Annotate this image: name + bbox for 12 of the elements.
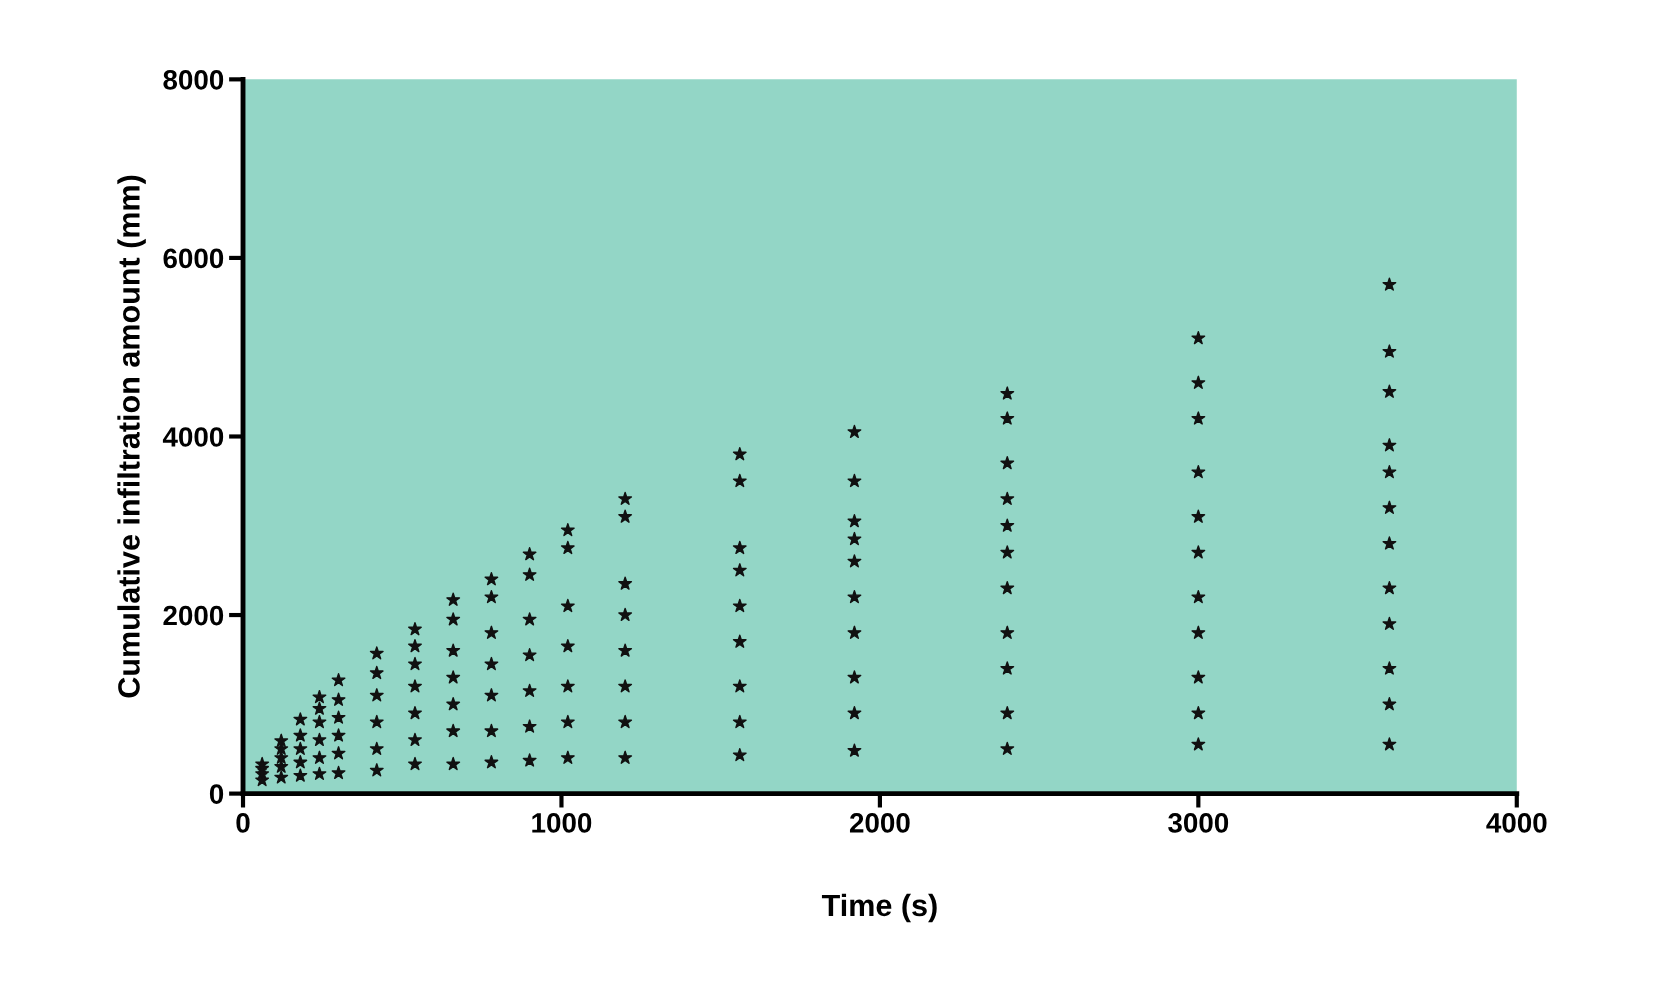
x-tick-label: 2000: [849, 813, 910, 833]
y-tick-label: 2000: [163, 605, 224, 626]
x-tick-label: 1000: [532, 813, 592, 833]
y-tick-label: 4000: [162, 427, 224, 447]
x-tick-label: 0: [236, 813, 250, 833]
y-axis-title: Cumulative infiltration amount (mm): [117, 175, 146, 698]
y-tick-label: 8000: [163, 70, 224, 90]
x-tick-label: 3000: [1168, 813, 1229, 833]
y-tick-label: 6000: [163, 248, 224, 269]
x-axis-title: Time (s): [821, 893, 937, 923]
y-tick-label: 0: [209, 784, 224, 804]
x-tick-label: 4000: [1486, 813, 1547, 833]
